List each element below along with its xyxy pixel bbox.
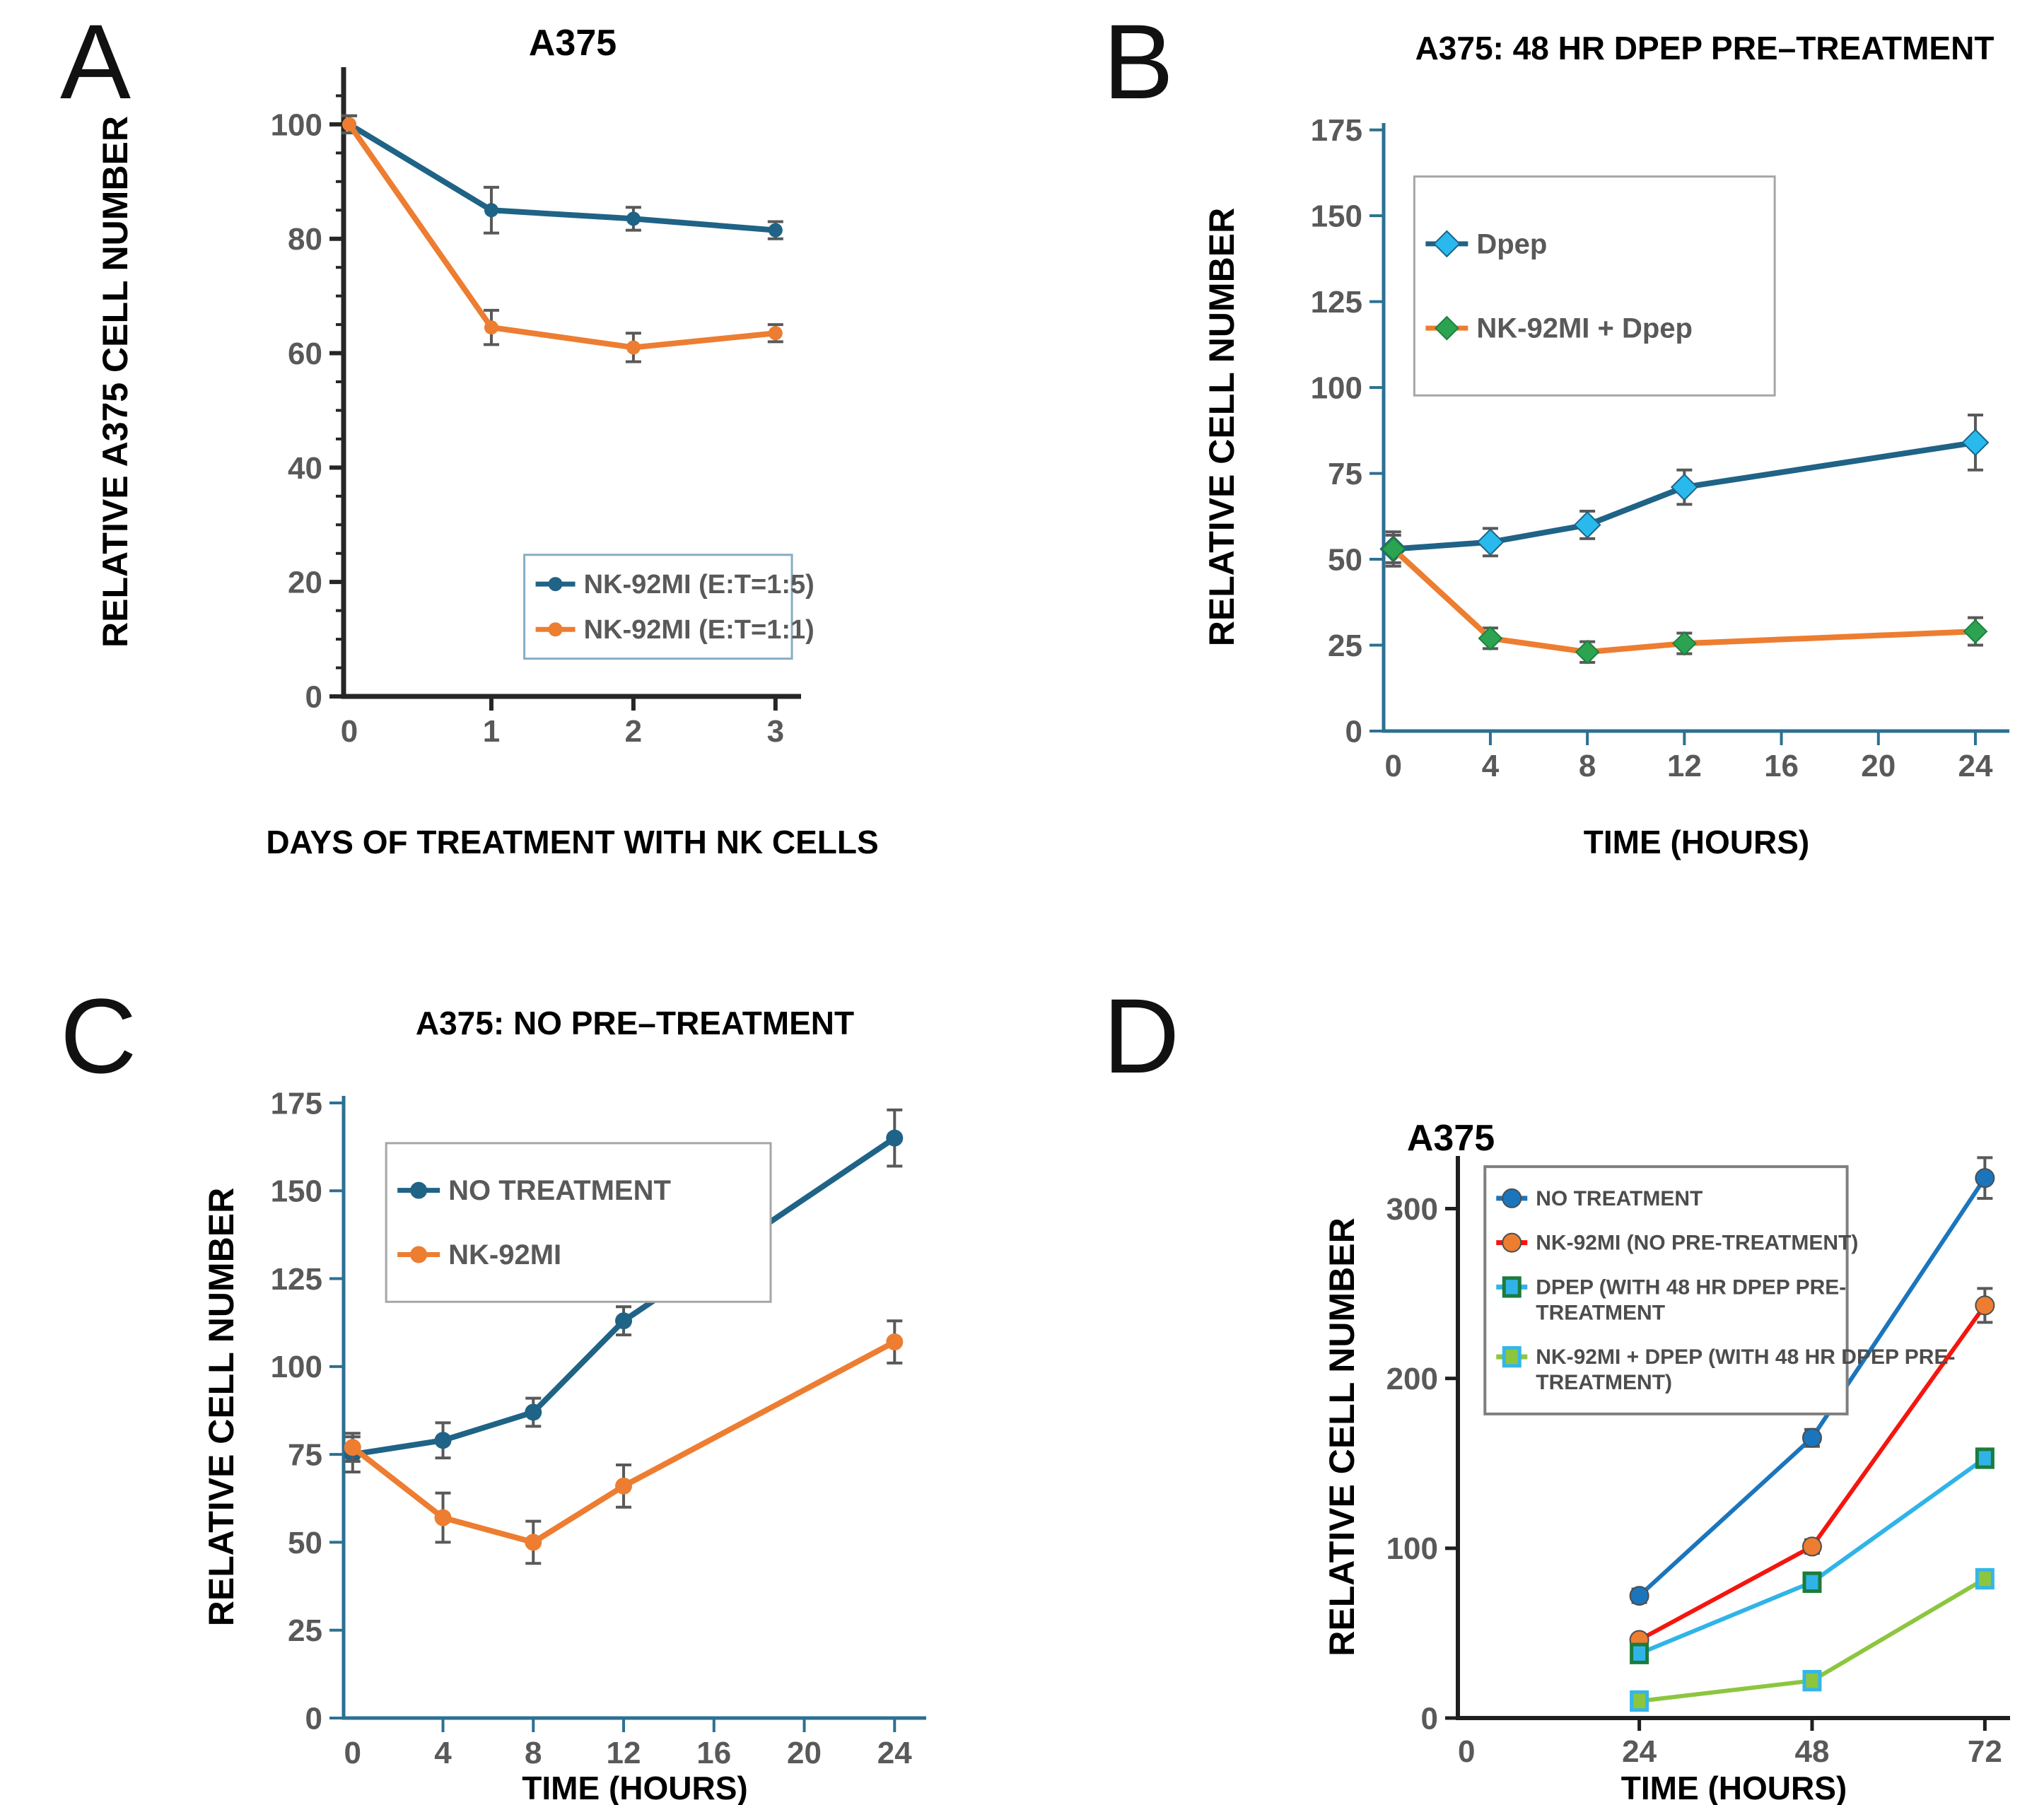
svg-text:4: 4 bbox=[1482, 749, 1500, 783]
svg-text:RELATIVE A375 CELL NUMBER: RELATIVE A375 CELL NUMBER bbox=[95, 116, 135, 648]
svg-text:NK-92MI + Dpep: NK-92MI + Dpep bbox=[1476, 313, 1693, 344]
svg-text:175: 175 bbox=[271, 1086, 322, 1121]
svg-text:20: 20 bbox=[787, 1736, 822, 1770]
svg-text:50: 50 bbox=[1328, 542, 1362, 577]
svg-text:0: 0 bbox=[305, 679, 322, 714]
svg-text:NK-92MI (NO PRE-TREATMENT): NK-92MI (NO PRE-TREATMENT) bbox=[1536, 1232, 1858, 1255]
chart-panel-b: A375: 48 HR DPEP PRE–TREATMENT RELATIVE C… bbox=[1202, 30, 2009, 860]
svg-text:25: 25 bbox=[1328, 629, 1362, 663]
svg-text:12: 12 bbox=[1667, 749, 1702, 783]
svg-text:0: 0 bbox=[1345, 714, 1362, 749]
svg-text:TIME (HOURS): TIME (HOURS) bbox=[522, 1770, 747, 1805]
svg-text:200: 200 bbox=[1386, 1362, 1438, 1396]
svg-text:NO TREATMENT: NO TREATMENT bbox=[448, 1175, 671, 1206]
svg-text:0: 0 bbox=[1384, 749, 1401, 783]
svg-text:TIME (HOURS): TIME (HOURS) bbox=[1584, 824, 1809, 860]
svg-text:1: 1 bbox=[483, 714, 500, 749]
svg-text:DAYS OF TREATMENT WITH NK CELL: DAYS OF TREATMENT WITH NK CELLS bbox=[266, 824, 878, 860]
svg-text:72: 72 bbox=[1968, 1734, 2002, 1769]
svg-text:24: 24 bbox=[877, 1736, 912, 1770]
svg-text:Dpep: Dpep bbox=[1476, 228, 1547, 259]
svg-text:NK-92MI: NK-92MI bbox=[448, 1239, 561, 1270]
svg-text:150: 150 bbox=[1311, 199, 1362, 234]
svg-text:NK-92MI (E:T=1:5): NK-92MI (E:T=1:5) bbox=[584, 570, 814, 600]
svg-text:NK-92MI (E:T=1:1): NK-92MI (E:T=1:1) bbox=[584, 615, 814, 645]
svg-text:8: 8 bbox=[1579, 749, 1596, 783]
svg-text:0: 0 bbox=[1458, 1734, 1475, 1769]
svg-text:125: 125 bbox=[1311, 285, 1362, 320]
svg-text:125: 125 bbox=[271, 1262, 322, 1297]
svg-text:48: 48 bbox=[1795, 1734, 1830, 1769]
svg-text:0: 0 bbox=[305, 1701, 322, 1736]
svg-text:16: 16 bbox=[696, 1736, 731, 1770]
svg-text:TREATMENT: TREATMENT bbox=[1536, 1301, 1665, 1324]
svg-text:2: 2 bbox=[625, 714, 642, 749]
svg-text:16: 16 bbox=[1764, 749, 1799, 783]
svg-text:24: 24 bbox=[1958, 749, 1993, 783]
svg-text:20: 20 bbox=[1861, 749, 1896, 783]
svg-text:A375: A375 bbox=[529, 23, 617, 64]
svg-text:100: 100 bbox=[1311, 371, 1362, 406]
svg-text:175: 175 bbox=[1311, 113, 1362, 148]
svg-text:60: 60 bbox=[288, 337, 322, 371]
svg-text:TREATMENT): TREATMENT) bbox=[1536, 1371, 1672, 1394]
chart-panel-a: A375 RELATIVE A375 CELL NUMBER DAYS OF TRE… bbox=[95, 23, 879, 860]
svg-text:A375: 48 HR DPEP PRE–TREATMENT: A375: 48 HR DPEP PRE–TREATMENT bbox=[1415, 30, 1995, 66]
svg-text:4: 4 bbox=[434, 1736, 452, 1770]
svg-text:RELATIVE CELL NUMBER: RELATIVE CELL NUMBER bbox=[1202, 208, 1242, 646]
svg-text:300: 300 bbox=[1386, 1192, 1438, 1227]
svg-text:DPEP (WITH 48 HR DPEP PRE-: DPEP (WITH 48 HR DPEP PRE- bbox=[1536, 1275, 1846, 1299]
svg-text:NO TREATMENT: NO TREATMENT bbox=[1536, 1187, 1703, 1210]
svg-text:80: 80 bbox=[288, 222, 322, 257]
svg-text:75: 75 bbox=[288, 1438, 322, 1473]
svg-text:A375: A375 bbox=[1407, 1118, 1495, 1159]
svg-text:100: 100 bbox=[271, 107, 322, 142]
panel-letter-d: D bbox=[1103, 976, 1180, 1095]
svg-text:25: 25 bbox=[288, 1613, 322, 1648]
svg-text:50: 50 bbox=[288, 1526, 322, 1560]
svg-text:TIME (HOURS): TIME (HOURS) bbox=[1621, 1770, 1847, 1805]
svg-text:8: 8 bbox=[525, 1736, 542, 1770]
svg-text:A375: NO PRE–TREATMENT: A375: NO PRE–TREATMENT bbox=[416, 1005, 854, 1041]
svg-text:24: 24 bbox=[1622, 1734, 1657, 1769]
svg-text:3: 3 bbox=[767, 714, 784, 749]
svg-text:NK-92MI + DPEP (WITH 48 HR DPE: NK-92MI + DPEP (WITH 48 HR DPEP PRE- bbox=[1536, 1345, 1955, 1369]
svg-text:100: 100 bbox=[271, 1350, 322, 1384]
svg-text:20: 20 bbox=[288, 566, 322, 600]
svg-text:12: 12 bbox=[607, 1736, 641, 1770]
svg-text:100: 100 bbox=[1386, 1531, 1438, 1566]
svg-text:RELATIVE CELL NUMBER: RELATIVE CELL NUMBER bbox=[1322, 1217, 1362, 1656]
svg-text:75: 75 bbox=[1328, 457, 1362, 491]
svg-text:0: 0 bbox=[1421, 1701, 1438, 1736]
chart-panel-d: A375 RELATIVE CELL NUMBER TIME (HOURS) 0 100… bbox=[1322, 1118, 2010, 1805]
svg-text:RELATIVE CELL NUMBER: RELATIVE CELL NUMBER bbox=[202, 1188, 241, 1626]
svg-text:0: 0 bbox=[341, 714, 358, 749]
svg-text:40: 40 bbox=[288, 451, 322, 486]
panel-letter-a: A bbox=[60, 2, 132, 121]
panel-letter-c: C bbox=[60, 976, 137, 1095]
svg-text:150: 150 bbox=[271, 1174, 322, 1209]
svg-text:0: 0 bbox=[344, 1736, 361, 1770]
panel-letter-b: B bbox=[1103, 2, 1174, 121]
chart-panel-c: A375: NO PRE–TREATMENT RELATIVE CELL NUMB… bbox=[202, 1005, 926, 1805]
